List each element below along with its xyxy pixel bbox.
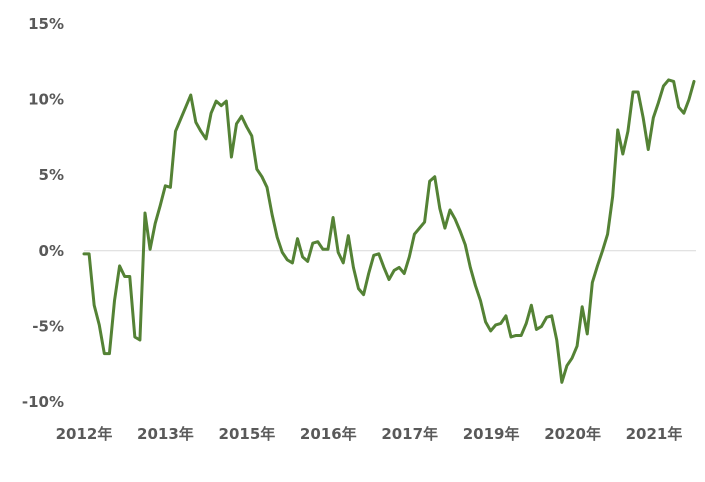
series-group (82, 78, 696, 384)
x-tick-label: 2020年 (544, 425, 601, 443)
y-tick-label: -5% (32, 317, 64, 335)
x-axis-tick-labels: 2012年 2013年 2015年 2016年 2017年 2019年 2020年 2021年 (56, 425, 683, 443)
x-tick-label: 2016年 (300, 425, 357, 443)
x-tick-label: 2019年 (463, 425, 520, 443)
y-tick-label: 15% (28, 15, 64, 33)
series-line (82, 78, 696, 384)
y-tick-label: 5% (39, 166, 64, 184)
x-tick-label: 2015年 (219, 425, 276, 443)
y-tick-label: 10% (28, 91, 64, 109)
x-tick-label: 2021年 (626, 425, 683, 443)
x-tick-label: 2017年 (381, 425, 438, 443)
x-tick-label: 2013年 (137, 425, 194, 443)
y-axis-tick-labels: -10% -5% 0% 5% 10% 15% (22, 15, 64, 411)
x-tick-label: 2012年 (56, 425, 113, 443)
y-tick-label: -10% (22, 393, 64, 411)
y-tick-label: 0% (39, 242, 64, 260)
